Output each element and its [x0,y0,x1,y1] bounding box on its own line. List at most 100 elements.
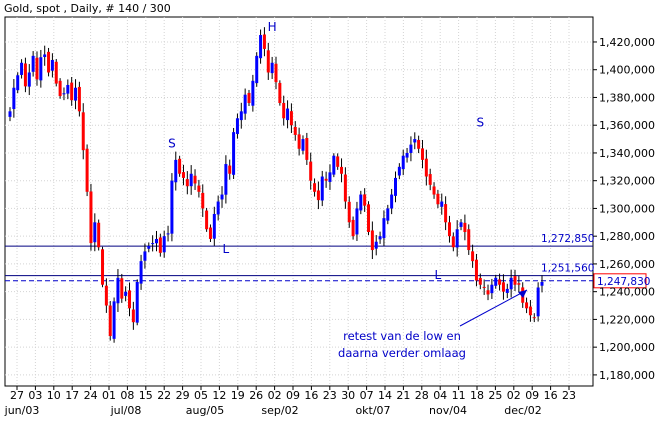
y-tick-label: 1,400,000 [599,64,655,77]
month-label: jun/03 [4,404,40,417]
x-tick-label: 16 [304,389,318,402]
annotation-text-line2: daarna verder omlaag [338,346,466,360]
candle-body-up [374,241,378,249]
candle-body-down [178,158,182,174]
candle-body-up [162,236,166,253]
candle-body-up [43,54,47,58]
x-tick-label: 26 [249,389,263,402]
candle-body-up [224,164,228,195]
candle-body-up [220,194,224,200]
annotation-pointer-line [459,289,528,327]
candle-body-up [378,236,382,240]
candle-body-up [328,172,332,182]
x-tick-label: 28 [415,389,429,402]
pattern-label: L [435,268,442,282]
candle-body-up [139,261,143,284]
candle-body-down [23,63,27,87]
candle-body-up [170,180,174,234]
candle-body-down [367,204,371,233]
x-tick-label: 10 [47,389,61,402]
candle-body-up [540,281,544,286]
x-tick-label: 19 [231,389,245,402]
candle-body-down [297,134,301,149]
pattern-label: L [223,242,230,256]
x-tick-label: 14 [378,389,392,402]
candle-body-up [189,173,193,187]
candle-body-up [232,132,236,175]
candle-body-down [120,278,124,299]
x-tick-label: 25 [488,389,502,402]
candle-body-up [143,251,147,261]
candle-body-up [386,208,390,221]
candle-body-down [35,57,39,80]
candle-body-up [154,238,158,244]
y-tick-label: 1,200,000 [599,341,655,354]
y-tick-label: 1,280,000 [599,230,655,243]
x-tick-label: 24 [84,389,98,402]
y-tick-label: 1,340,000 [599,147,655,160]
candle-body-down [467,229,471,251]
candle-body-down [486,290,490,295]
candle-body-up [286,108,290,121]
candle-body-up [490,284,494,294]
candle-body-down [77,86,81,112]
x-tick-label: 02 [268,389,282,402]
candle-body-down [417,139,421,149]
candle-body-down [471,251,475,262]
candle-body-down [282,102,286,119]
x-tick-label: 01 [102,389,116,402]
candle-body-down [474,259,478,281]
candle-body-up [135,281,139,323]
candle-body-up [116,277,120,304]
candle-body-up [409,144,413,153]
y-tick-label: 1,300,000 [599,202,655,215]
candle-body-down [336,156,340,167]
candle-body-up [536,287,540,317]
candle-body-down [513,276,517,285]
candle-body-down [247,92,251,104]
candle-body-up [239,111,243,121]
x-tick-label: 17 [65,389,79,402]
candle-body-down [205,210,209,230]
candle-body-up [151,243,155,245]
candle-body-up [74,87,78,101]
candle-body-down [340,166,344,174]
x-tick-label: 12 [212,389,226,402]
candle-body-down [517,283,521,285]
candle-body-up [355,208,359,235]
plot-area [4,16,594,387]
y-tick-label: 1,420,000 [599,36,655,49]
candle-body-up [251,80,255,106]
month-label: sep/02 [261,404,298,417]
candle-body-up [243,94,247,114]
candle-body-down [324,178,328,181]
candle-body-down [97,222,101,248]
candle-body-down [293,126,297,135]
candle-body-up [413,139,417,143]
x-tick-label: 30 [341,389,355,402]
candle-body-down [432,186,436,195]
candle-body-down [85,148,89,192]
candle-body-up [359,194,363,211]
candle-body-up [166,233,170,235]
candle-body-down [70,82,74,101]
x-tick-label: 23 [562,389,576,402]
pattern-label: S [476,116,484,130]
candle-body-down [501,282,505,292]
candle-body-up [62,93,66,95]
candle-body-down [274,63,278,83]
level-label: 1,251,560 [541,263,594,275]
candle-body-down [185,179,189,187]
candle-body-up [16,75,20,91]
candle-body-down [316,190,320,201]
candle-body-down [181,172,185,178]
candle-body-up [216,201,220,215]
current-price-box [593,273,647,289]
candle-body-up [27,72,31,87]
candle-body-down [343,174,347,202]
x-tick-label: 03 [28,389,42,402]
candle-body-down [525,302,529,309]
x-tick-label: 08 [120,389,134,402]
